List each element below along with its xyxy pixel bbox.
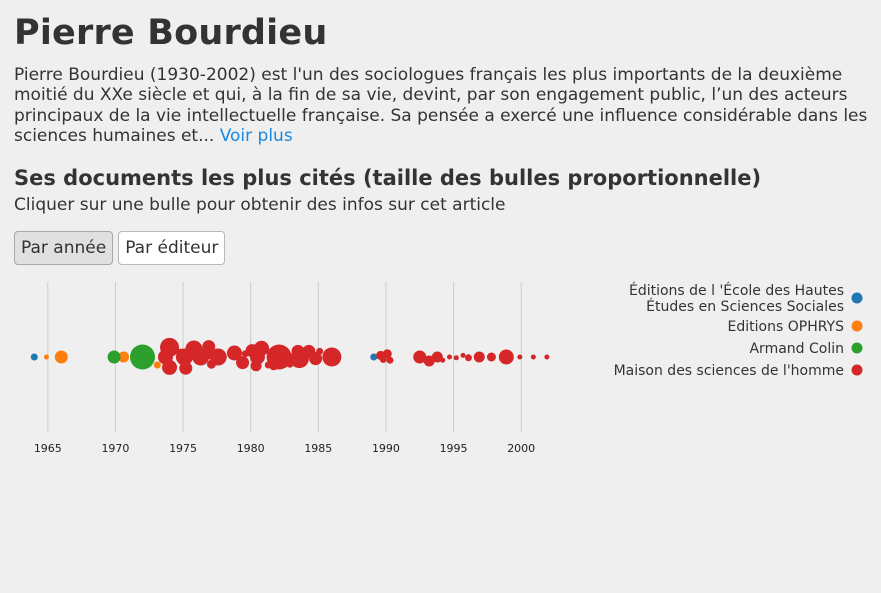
bubble-msh-47[interactable] [544,354,550,360]
bubble-msh-43[interactable] [486,352,496,362]
bubble-msh-35[interactable] [423,355,435,367]
tick-label-1970: 1970 [101,442,129,455]
tick-label-1975: 1975 [169,442,197,455]
by-year-button[interactable]: Par année [14,231,114,265]
bubble-msh-27[interactable] [309,352,323,366]
bubble-msh-5[interactable] [179,361,193,375]
bubble-armand_colin-1[interactable] [129,344,155,370]
tick-label-2000: 2000 [507,442,535,455]
bubble-msh-36[interactable] [431,351,443,363]
bubble-msh-41[interactable] [464,354,472,362]
bubble-msh-45[interactable] [517,354,523,360]
bubble-msh-34[interactable] [413,350,427,364]
voir-plus-link[interactable]: Voir plus [219,125,293,146]
legend-item-msh[interactable]: Maison des sciences de l'homme [614,363,863,379]
bubble-msh-39[interactable] [453,355,459,361]
tick-label-1995: 1995 [440,442,468,455]
tick-label-1990: 1990 [372,442,400,455]
view-toggle: Par année Par éditeur [14,231,226,265]
bubble-msh-37[interactable] [440,357,446,363]
bubble-ehess-1[interactable] [370,353,378,361]
page-title: Pierre Bourdieu [14,13,328,53]
legend-swatch-ophrys [851,320,863,332]
bubble-ehess-0[interactable] [30,353,38,361]
bubble-msh-33[interactable] [386,356,394,364]
bubble-msh-22[interactable] [266,344,292,370]
intro-text: Pierre Bourdieu (1930-2002) est l'un des… [14,65,868,146]
tick-label-1985: 1985 [304,442,332,455]
bubble-armand_colin-0[interactable] [107,350,121,364]
legend-item-ophrys[interactable]: Editions OPHRYS [728,319,863,335]
legend-swatch-msh [851,364,863,376]
legend-swatch-ehess [851,292,863,304]
legend-label-ophrys: Editions OPHRYS [728,319,845,335]
bubble-ophrys-0[interactable] [43,354,49,360]
legend-label-ehess: Éditions de l 'École des Hautes Études en… [629,282,844,315]
bubble-msh-11[interactable] [209,348,227,366]
legend-label-armand_colin: Armand Colin [749,341,844,357]
bubble-msh-29[interactable] [322,347,342,367]
bubble-msh-28[interactable] [316,347,324,355]
bubbles [30,337,550,375]
bubble-ophrys-3[interactable] [153,361,161,369]
bubble-ophrys-1[interactable] [54,350,68,364]
author-intro: Pierre Bourdieu (1930-2002) est l'un des… [14,65,870,146]
x-axis-ticks: 1965 1970 1975 1980 1985 1990 1995 2000 [34,442,535,455]
bubble-msh-40[interactable] [460,352,466,358]
tick-label-1965: 1965 [34,442,62,455]
bubble-msh-42[interactable] [473,351,485,363]
bubble-msh-18[interactable] [254,340,270,356]
bubble-msh-31[interactable] [382,349,392,359]
bubble-msh-32[interactable] [379,355,387,363]
bubble-msh-44[interactable] [498,349,514,365]
legend-item-ehess[interactable]: Éditions de l 'École des Hautes Études en… [629,282,863,315]
by-publisher-button[interactable]: Par éditeur [118,231,226,265]
bubble-msh-46[interactable] [530,354,536,360]
tick-label-1980: 1980 [237,442,265,455]
bubble-msh-2[interactable] [162,359,178,375]
bubble-msh-38[interactable] [447,354,453,360]
section-title: Ses documents les plus cités (taille des… [14,166,762,190]
bubble-ophrys-2[interactable] [118,351,130,363]
legend-item-armand_colin[interactable]: Armand Colin [749,341,863,357]
bubble-msh-12[interactable] [226,345,242,361]
bubble-msh-13[interactable] [236,356,250,370]
chart-hint: Cliquer sur une bulle pour obtenir des i… [14,195,506,215]
legend: Éditions de l 'École des Hautes Études en… [614,282,863,379]
legend-label-msh: Maison des sciences de l'homme [614,363,844,379]
legend-swatch-armand_colin [851,342,863,354]
